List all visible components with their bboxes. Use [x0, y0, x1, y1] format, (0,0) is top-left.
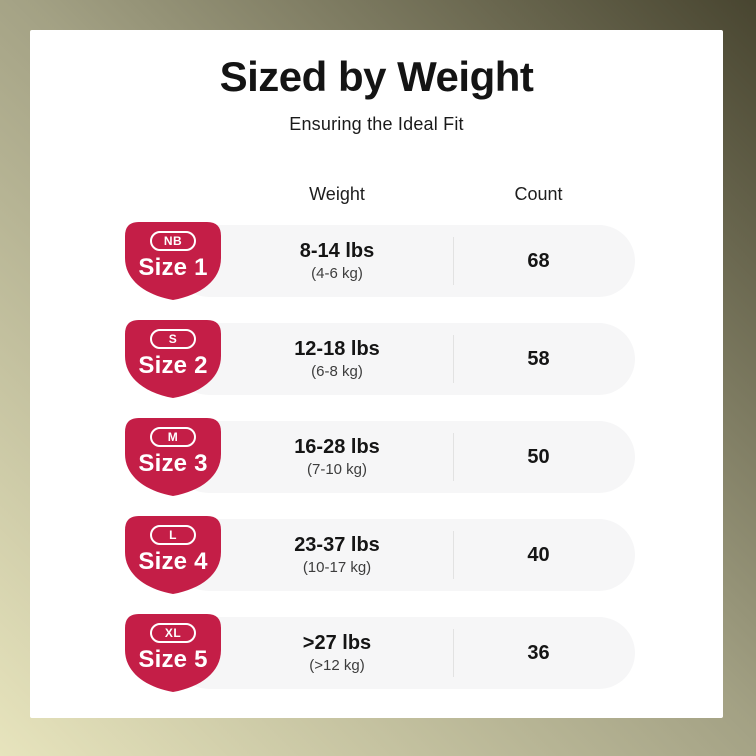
diaper-badge-shape-icon — [125, 418, 221, 496]
size-badge: S Size 2 — [125, 320, 221, 398]
count-value: 58 — [527, 347, 550, 370]
size-label: Size 1 — [138, 254, 208, 281]
diaper-badge-shape-icon — [125, 222, 221, 300]
size-tag-badge: L — [150, 525, 196, 545]
size-badge: NB Size 1 — [125, 222, 221, 300]
badge-content: L Size 4 — [125, 516, 221, 594]
weight-cell: >27 lbs (>12 kg) — [221, 617, 453, 689]
diaper-badge-shape-icon — [125, 320, 221, 398]
size-label: Size 2 — [138, 352, 208, 379]
column-divider — [453, 531, 454, 579]
weight-lbs: 23-37 lbs — [294, 533, 380, 556]
row-pill: 12-18 lbs (6-8 kg) 58 — [173, 323, 635, 395]
table-row-size-4: L Size 4 23-37 lbs (10-17 kg) 40 — [125, 516, 635, 594]
row-pill: 23-37 lbs (10-17 kg) 40 — [173, 519, 635, 591]
count-cell: 58 — [454, 323, 635, 395]
weight-column-header: Weight — [309, 184, 365, 204]
sizing-card: Sized by Weight Ensuring the Ideal Fit W… — [30, 30, 723, 718]
size-label: Size 3 — [138, 450, 208, 477]
badge-content: XL Size 5 — [125, 614, 221, 692]
diaper-badge-shape-icon — [125, 614, 221, 692]
diaper-badge-shape-icon — [125, 516, 221, 594]
weight-lbs: 8-14 lbs — [299, 239, 375, 262]
column-divider — [453, 433, 454, 481]
badge-content: NB Size 1 — [125, 222, 221, 300]
weight-lbs: >27 lbs — [302, 631, 372, 654]
count-value: 40 — [527, 543, 550, 566]
size-tag-badge: XL — [150, 623, 196, 643]
column-divider — [453, 237, 454, 285]
row-pill: 8-14 lbs (4-6 kg) 68 — [173, 225, 635, 297]
badge-content: M Size 3 — [125, 418, 221, 496]
size-tag-badge: NB — [150, 231, 196, 251]
badge-content: S Size 2 — [125, 320, 221, 398]
row-pill: >27 lbs (>12 kg) 36 — [173, 617, 635, 689]
column-divider — [453, 335, 454, 383]
size-badge: XL Size 5 — [125, 614, 221, 692]
count-cell: 36 — [454, 617, 635, 689]
size-label: Size 4 — [138, 548, 208, 575]
page-subtitle: Ensuring the Ideal Fit — [289, 114, 464, 134]
size-table: Weight Count NB Size 1 8-14 lb — [125, 135, 635, 692]
weight-kg: (10-17 kg) — [302, 558, 372, 576]
page-title: Sized by Weight — [219, 53, 534, 100]
weight-lbs: 12-18 lbs — [294, 337, 380, 360]
count-column-header: Count — [514, 184, 563, 204]
count-cell: 68 — [454, 225, 635, 297]
count-value: 36 — [527, 641, 550, 664]
size-tag-badge: S — [150, 329, 196, 349]
weight-kg: (4-6 kg) — [311, 264, 363, 282]
size-label: Size 5 — [138, 646, 208, 673]
weight-lbs: 16-28 lbs — [294, 435, 380, 458]
count-value: 68 — [527, 249, 550, 272]
count-cell: 50 — [454, 421, 635, 493]
column-headers: Weight Count — [221, 184, 635, 204]
count-value: 50 — [527, 445, 550, 468]
table-row-size-1: NB Size 1 8-14 lbs (4-6 kg) 68 — [125, 222, 635, 300]
size-tag-badge: M — [150, 427, 196, 447]
size-badge: L Size 4 — [125, 516, 221, 594]
table-row-size-2: S Size 2 12-18 lbs (6-8 kg) 58 — [125, 320, 635, 398]
weight-kg: (7-10 kg) — [306, 460, 368, 478]
count-cell: 40 — [454, 519, 635, 591]
table-row-size-3: M Size 3 16-28 lbs (7-10 kg) 50 — [125, 418, 635, 496]
weight-cell: 16-28 lbs (7-10 kg) — [221, 421, 453, 493]
weight-kg: (6-8 kg) — [311, 362, 363, 380]
weight-kg: (>12 kg) — [309, 656, 365, 674]
row-pill: 16-28 lbs (7-10 kg) 50 — [173, 421, 635, 493]
size-badge: M Size 3 — [125, 418, 221, 496]
weight-cell: 12-18 lbs (6-8 kg) — [221, 323, 453, 395]
column-divider — [453, 629, 454, 677]
table-row-size-5: XL Size 5 >27 lbs (>12 kg) 36 — [125, 614, 635, 692]
weight-cell: 8-14 lbs (4-6 kg) — [221, 225, 453, 297]
weight-cell: 23-37 lbs (10-17 kg) — [221, 519, 453, 591]
